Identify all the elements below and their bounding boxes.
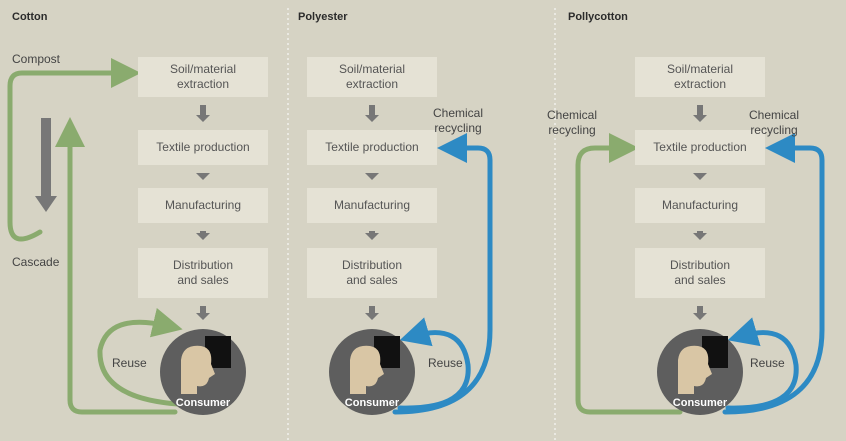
- chemical-recycling-arrow: [575, 133, 683, 415]
- text-line: Distribution: [669, 258, 731, 272]
- stage-box: Textile production: [307, 130, 437, 165]
- text-line: recycling: [750, 123, 798, 137]
- text-line: Textile production: [325, 140, 419, 154]
- flow-label: Compost: [12, 52, 60, 67]
- flow-arrow: [693, 306, 707, 320]
- flow-arrow: [196, 231, 210, 240]
- flow-arrow: [196, 105, 210, 122]
- text-line: extraction: [345, 77, 399, 91]
- flow-label: Chemical recycling: [418, 106, 498, 136]
- flow-arrow: [693, 105, 707, 122]
- reuse-arrow: [397, 317, 471, 411]
- text-line: Reuse: [750, 356, 785, 370]
- flow-label: Reuse: [428, 356, 463, 371]
- flow-label: Chemical recycling: [734, 108, 814, 138]
- stage-box: Manufacturing: [307, 188, 437, 223]
- stage-box: Manufacturing: [138, 188, 268, 223]
- text-line: recycling: [548, 123, 596, 137]
- text-line: and sales: [674, 273, 726, 287]
- flow-arrow: [365, 105, 379, 122]
- text-line: Textile production: [653, 140, 747, 154]
- flow-arrow: [196, 306, 210, 320]
- text-line: Chemical: [432, 106, 483, 120]
- stage-box: Textile production: [635, 130, 765, 165]
- text-line: Chemical: [748, 108, 799, 122]
- panel-title: Polyester: [298, 11, 348, 23]
- text-line: Manufacturing: [164, 198, 242, 212]
- stage-box: Distribution and sales: [138, 248, 268, 298]
- text-line: Textile production: [156, 140, 250, 154]
- text-line: Cascade: [12, 255, 60, 269]
- text-line: recycling: [434, 121, 482, 135]
- text-line: Manufacturing: [661, 198, 739, 212]
- text-line: Manufacturing: [333, 198, 411, 212]
- flow-arrow: [365, 306, 379, 320]
- flow-arrow: [196, 173, 210, 180]
- flow-arrow: [365, 231, 379, 240]
- consumer-face: [678, 345, 712, 394]
- stage-box: Soil/material extraction: [307, 57, 437, 97]
- reuse-arrow: [97, 307, 183, 407]
- cascade-arrow: [35, 118, 57, 212]
- stage-box: Distribution and sales: [635, 248, 765, 298]
- text-line: and sales: [346, 273, 398, 287]
- text-line: Soil/material: [169, 62, 237, 76]
- consumer-label: Consumer: [672, 397, 728, 409]
- stage-box: Textile production: [138, 130, 268, 165]
- text-line: Soil/material: [338, 62, 406, 76]
- reuse-arrow: [725, 317, 799, 411]
- stage-box: Soil/material extraction: [138, 57, 268, 97]
- flow-label: Chemical recycling: [532, 108, 612, 138]
- text-line: Distribution: [172, 258, 234, 272]
- text-line: Soil/material: [666, 62, 734, 76]
- flow-label: Reuse: [112, 356, 147, 371]
- flow-arrow: [365, 173, 379, 180]
- panel-title: Pollycotton: [568, 11, 628, 23]
- flow-label: Cascade: [12, 255, 59, 270]
- compost-arrow: [7, 58, 141, 242]
- text-line: Distribution: [341, 258, 403, 272]
- text-line: extraction: [176, 77, 230, 91]
- flow-arrow: [693, 231, 707, 240]
- consumer-label: Consumer: [175, 397, 231, 409]
- stage-box: Distribution and sales: [307, 248, 437, 298]
- stage-box: Manufacturing: [635, 188, 765, 223]
- flow-label: Reuse: [750, 356, 785, 371]
- text-line: Reuse: [428, 356, 463, 370]
- stage-box: Soil/material extraction: [635, 57, 765, 97]
- panel-title: Cotton: [12, 11, 48, 23]
- text-line: extraction: [673, 77, 727, 91]
- text-line: Chemical: [546, 108, 597, 122]
- consumer-face: [350, 345, 384, 394]
- text-line: Compost: [12, 52, 61, 66]
- consumer-label: Consumer: [344, 397, 400, 409]
- flow-arrow: [693, 173, 707, 180]
- consumer-face: [181, 345, 215, 394]
- cotton-return-arrow: [55, 117, 178, 415]
- text-line: and sales: [177, 273, 229, 287]
- text-line: Reuse: [112, 356, 147, 370]
